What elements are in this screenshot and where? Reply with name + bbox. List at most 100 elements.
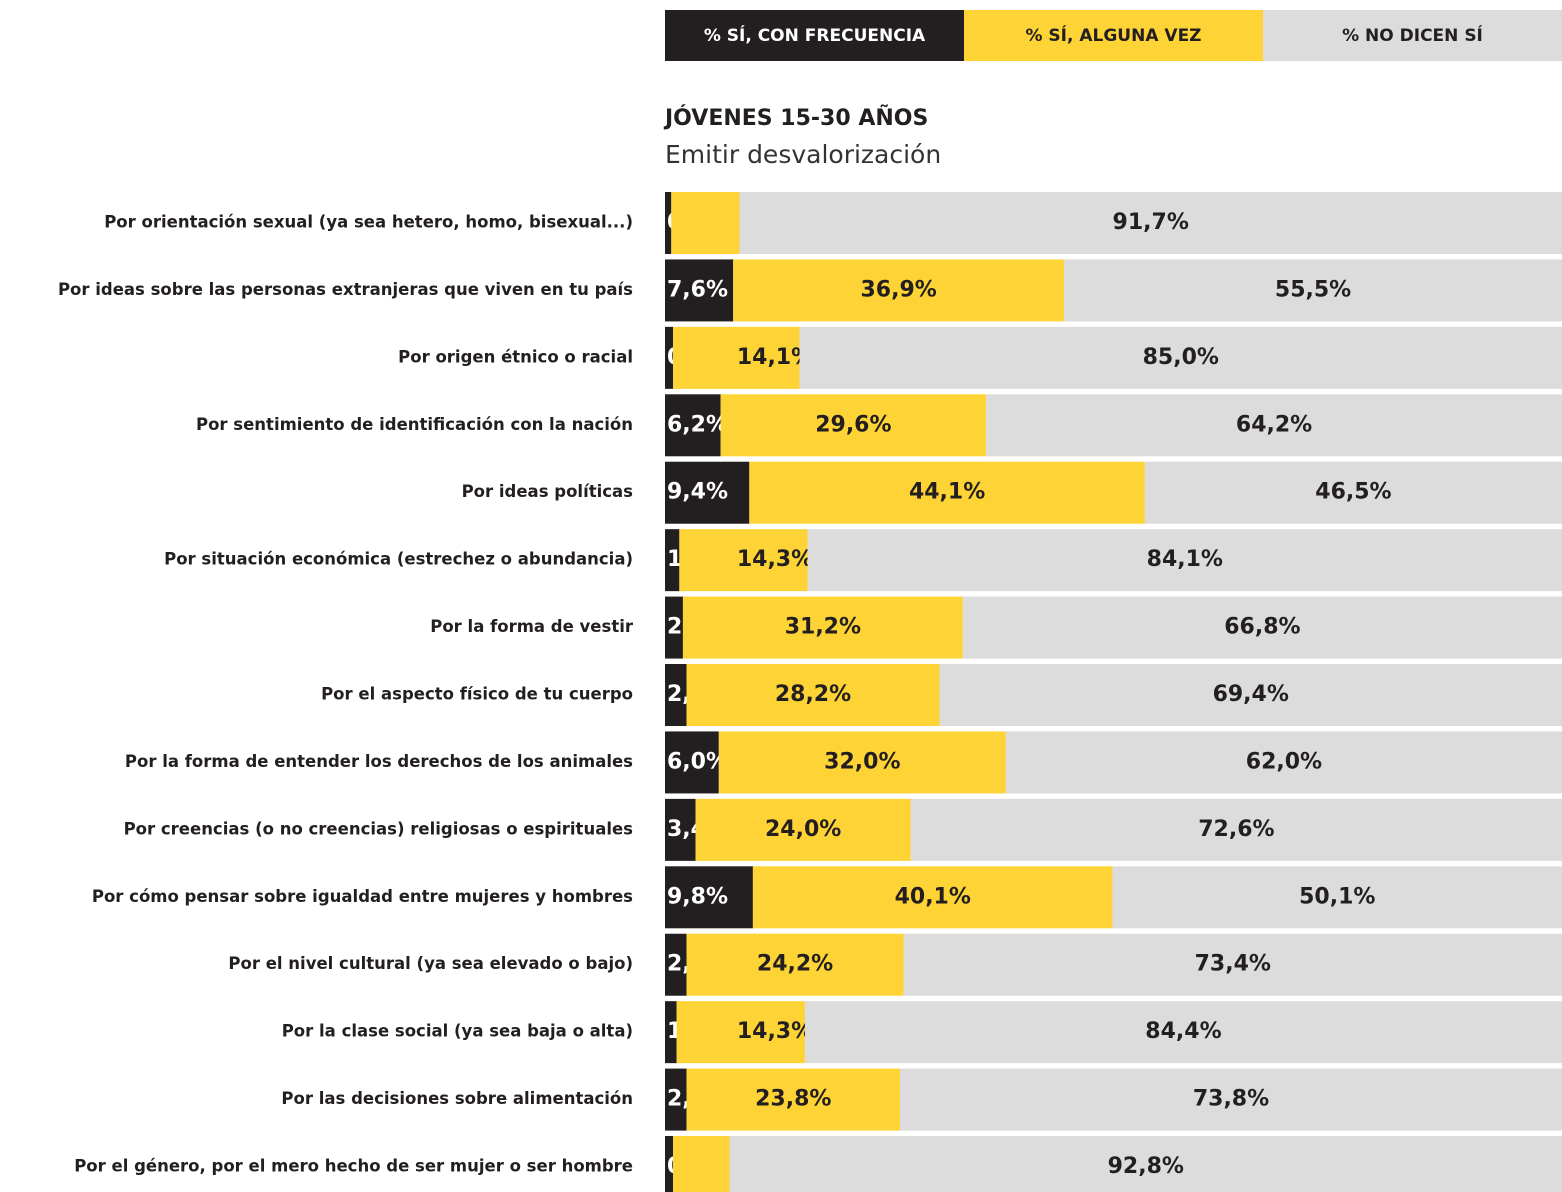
bar-segment (720, 394, 987, 457)
value-label: 72,6% (1198, 817, 1274, 842)
value-label: 32,0% (824, 749, 900, 774)
value-label: 62,0% (1246, 749, 1322, 774)
bar-segment (686, 664, 940, 727)
bar-segment (665, 731, 719, 794)
value-label: 28,2% (775, 682, 851, 707)
legend-label: % SÍ, ALGUNA VEZ (1025, 24, 1201, 46)
bar-segment (665, 394, 721, 457)
bar-segment (676, 1001, 805, 1064)
bar-segment (1112, 866, 1562, 929)
value-label: 31,2% (785, 615, 861, 640)
category-label: Por las decisiones sobre alimentación (281, 1089, 633, 1108)
bar-segment (665, 933, 687, 996)
value-label: 73,4% (1195, 952, 1271, 977)
value-label: 24,0% (765, 817, 841, 842)
legend-label: % NO DICEN SÍ (1342, 24, 1483, 46)
bar-segment (807, 529, 1562, 592)
bar-segment (665, 1136, 674, 1192)
bar-segment (962, 596, 1562, 659)
bar-segment (986, 394, 1562, 457)
value-label: 73,8% (1193, 1087, 1269, 1112)
bar-segment (673, 1136, 730, 1192)
bar-segment (718, 731, 1006, 794)
category-label: Por el género, por el mero hecho de ser … (74, 1157, 633, 1176)
category-label: Por sentimiento de identificación con la… (196, 415, 633, 434)
category-label: Por la clase social (ya sea baja o alta) (282, 1022, 633, 1041)
bar-segment (665, 1001, 677, 1064)
value-label: 84,1% (1147, 547, 1223, 572)
value-label: 44,1% (909, 480, 985, 505)
bar-segment (686, 933, 904, 996)
value-label: 85,0% (1143, 345, 1219, 370)
bar-segment (804, 1001, 1562, 1064)
value-label: 40,1% (895, 884, 971, 909)
bar-segment (673, 326, 800, 389)
value-label: 6,0% (667, 749, 728, 774)
bar-segment (910, 798, 1562, 861)
bar-segment (752, 866, 1113, 929)
category-label: Por la forma de vestir (430, 617, 634, 636)
value-label: 50,1% (1299, 884, 1375, 909)
value-label: 84,4% (1145, 1019, 1221, 1044)
value-label: 23,8% (755, 1087, 831, 1112)
value-label: 29,6% (815, 412, 891, 437)
value-label: 14,3% (737, 1019, 813, 1044)
value-label: 6,2% (667, 412, 728, 437)
value-label: 9,8% (667, 884, 728, 909)
bar-segment (665, 529, 680, 592)
value-label: 55,5% (1275, 277, 1351, 302)
bar-segment (1144, 461, 1562, 524)
bar-segment (733, 259, 1065, 322)
bar-segment (903, 933, 1562, 996)
category-label: Por situación económica (estrechez o abu… (164, 550, 633, 569)
legend-swatch (1263, 10, 1562, 61)
bar-segment (729, 1136, 1562, 1192)
value-label: 24,2% (757, 952, 833, 977)
value-label: 64,2% (1236, 412, 1312, 437)
bar-segment (665, 192, 672, 254)
bar-segment (686, 1068, 901, 1131)
category-label: Por orientación sexual (ya sea hetero, h… (104, 213, 633, 232)
category-label: Por la forma de entender los derechos de… (125, 752, 633, 771)
bar-segment (682, 596, 963, 659)
bar-segment (665, 461, 750, 524)
value-label: 91,7% (1113, 210, 1189, 235)
category-label: Por el aspecto físico de tu cuerpo (321, 685, 633, 704)
legend-label: % SÍ, CON FRECUENCIA (704, 24, 926, 46)
bar-segment (665, 798, 696, 861)
bar-segment (1064, 259, 1562, 322)
bar-segment (665, 326, 674, 389)
value-label: 46,5% (1315, 480, 1391, 505)
value-label: 7,6% (667, 277, 728, 302)
value-label: 14,3% (737, 547, 813, 572)
bar-segment (799, 326, 1562, 389)
category-label: Por el nivel cultural (ya sea elevado o … (228, 954, 633, 973)
bar-segment (665, 664, 687, 727)
bar-segment (671, 192, 740, 254)
bar-segment (665, 259, 734, 322)
bar-segment (665, 596, 683, 659)
bar-segment (739, 192, 1562, 254)
bar-segment (695, 798, 911, 861)
chart-subtitle: Emitir desvalorización (665, 140, 941, 169)
bar-segment (665, 1068, 687, 1131)
legend-swatch (665, 10, 964, 61)
value-label: 92,8% (1108, 1154, 1184, 1179)
value-label: 36,9% (861, 277, 937, 302)
value-label: 69,4% (1213, 682, 1289, 707)
category-label: Por ideas políticas (462, 482, 634, 501)
bar-segment (900, 1068, 1562, 1131)
category-label: Por creencias (o no creencias) religiosa… (124, 819, 634, 838)
bar-segment (749, 461, 1145, 524)
legend-swatch (964, 10, 1263, 61)
category-label: Por cómo pensar sobre igualdad entre muj… (92, 887, 633, 906)
value-label: 66,8% (1224, 615, 1300, 640)
category-label: Por ideas sobre las personas extranjeras… (58, 280, 633, 299)
category-label: Por origen étnico o racial (398, 347, 633, 366)
bar-segment (665, 866, 753, 929)
bar-segment (939, 664, 1562, 727)
bar-segment (679, 529, 808, 592)
chart-title: JÓVENES 15-30 AÑOS (663, 105, 928, 131)
bar-segment (1005, 731, 1562, 794)
